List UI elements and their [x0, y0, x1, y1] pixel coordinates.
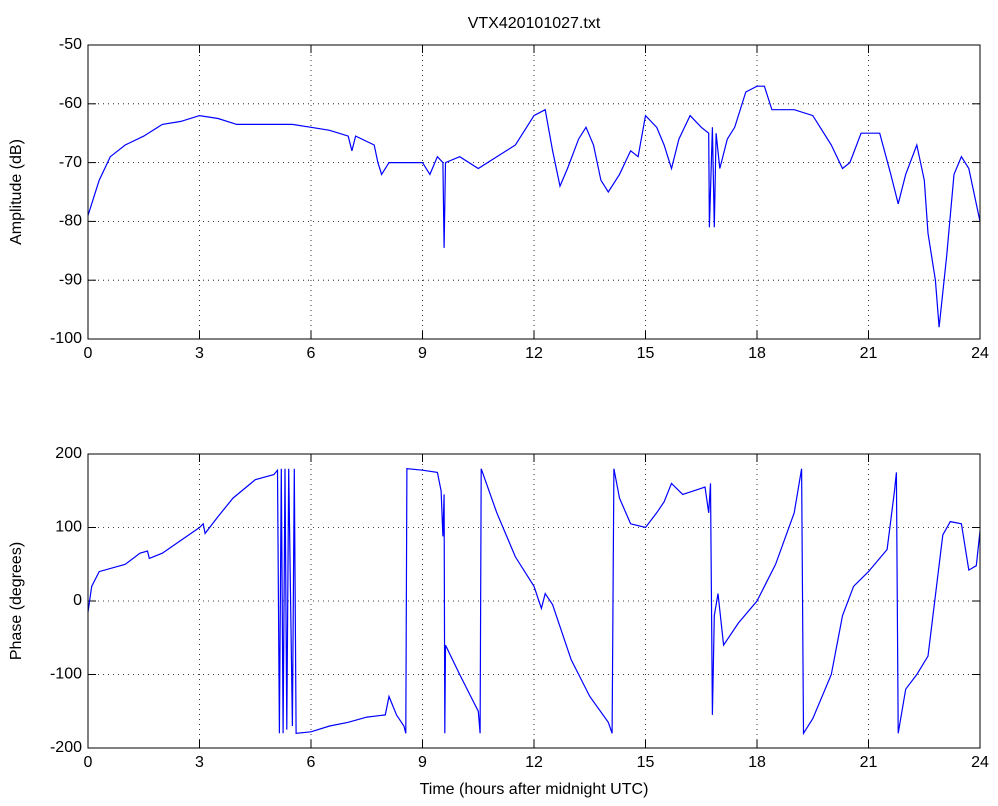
x-tick-label: 15 — [637, 754, 655, 771]
y-tick-label: -200 — [50, 739, 82, 756]
y-tick-label: -50 — [59, 36, 82, 53]
y-tick-label: 0 — [73, 592, 82, 609]
x-tick-label: 0 — [84, 754, 93, 771]
x-tick-label: 24 — [971, 754, 989, 771]
x-tick-label: 9 — [418, 754, 427, 771]
x-tick-label: 18 — [748, 345, 766, 362]
y-tick-label: -90 — [59, 271, 82, 288]
chart-title: VTX420101027.txt — [468, 15, 601, 32]
y-tick-label: -100 — [50, 330, 82, 347]
data-line — [87, 85, 981, 328]
x-tick-label: 9 — [418, 345, 427, 362]
x-tick-label: 21 — [860, 754, 878, 771]
data-line — [87, 468, 981, 736]
x-tick-label: 3 — [195, 345, 204, 362]
x-tick-label: 6 — [307, 345, 316, 362]
x-tick-label: 0 — [84, 345, 93, 362]
y-axis-label: Amplitude (dB) — [8, 139, 25, 245]
x-tick-label: 18 — [748, 754, 766, 771]
y-tick-label: -70 — [59, 154, 82, 171]
x-tick-label: 3 — [195, 754, 204, 771]
x-axis-label: Time (hours after midnight UTC) — [420, 781, 649, 798]
y-tick-label: -100 — [50, 666, 82, 683]
y-axis-label: Phase (degrees) — [8, 542, 25, 660]
x-tick-label: 12 — [525, 754, 543, 771]
axes-frame — [87, 453, 981, 749]
x-tick-label: 15 — [637, 345, 655, 362]
x-tick-label: 21 — [860, 345, 878, 362]
y-tick-label: 100 — [55, 519, 82, 536]
y-tick-label: -60 — [59, 95, 82, 112]
axes-frame — [87, 44, 981, 340]
y-tick-label: 200 — [55, 445, 82, 462]
x-tick-label: 12 — [525, 345, 543, 362]
plot-area — [88, 45, 980, 339]
x-tick-label: 6 — [307, 754, 316, 771]
y-tick-label: -80 — [59, 213, 82, 230]
x-tick-label: 24 — [971, 345, 989, 362]
